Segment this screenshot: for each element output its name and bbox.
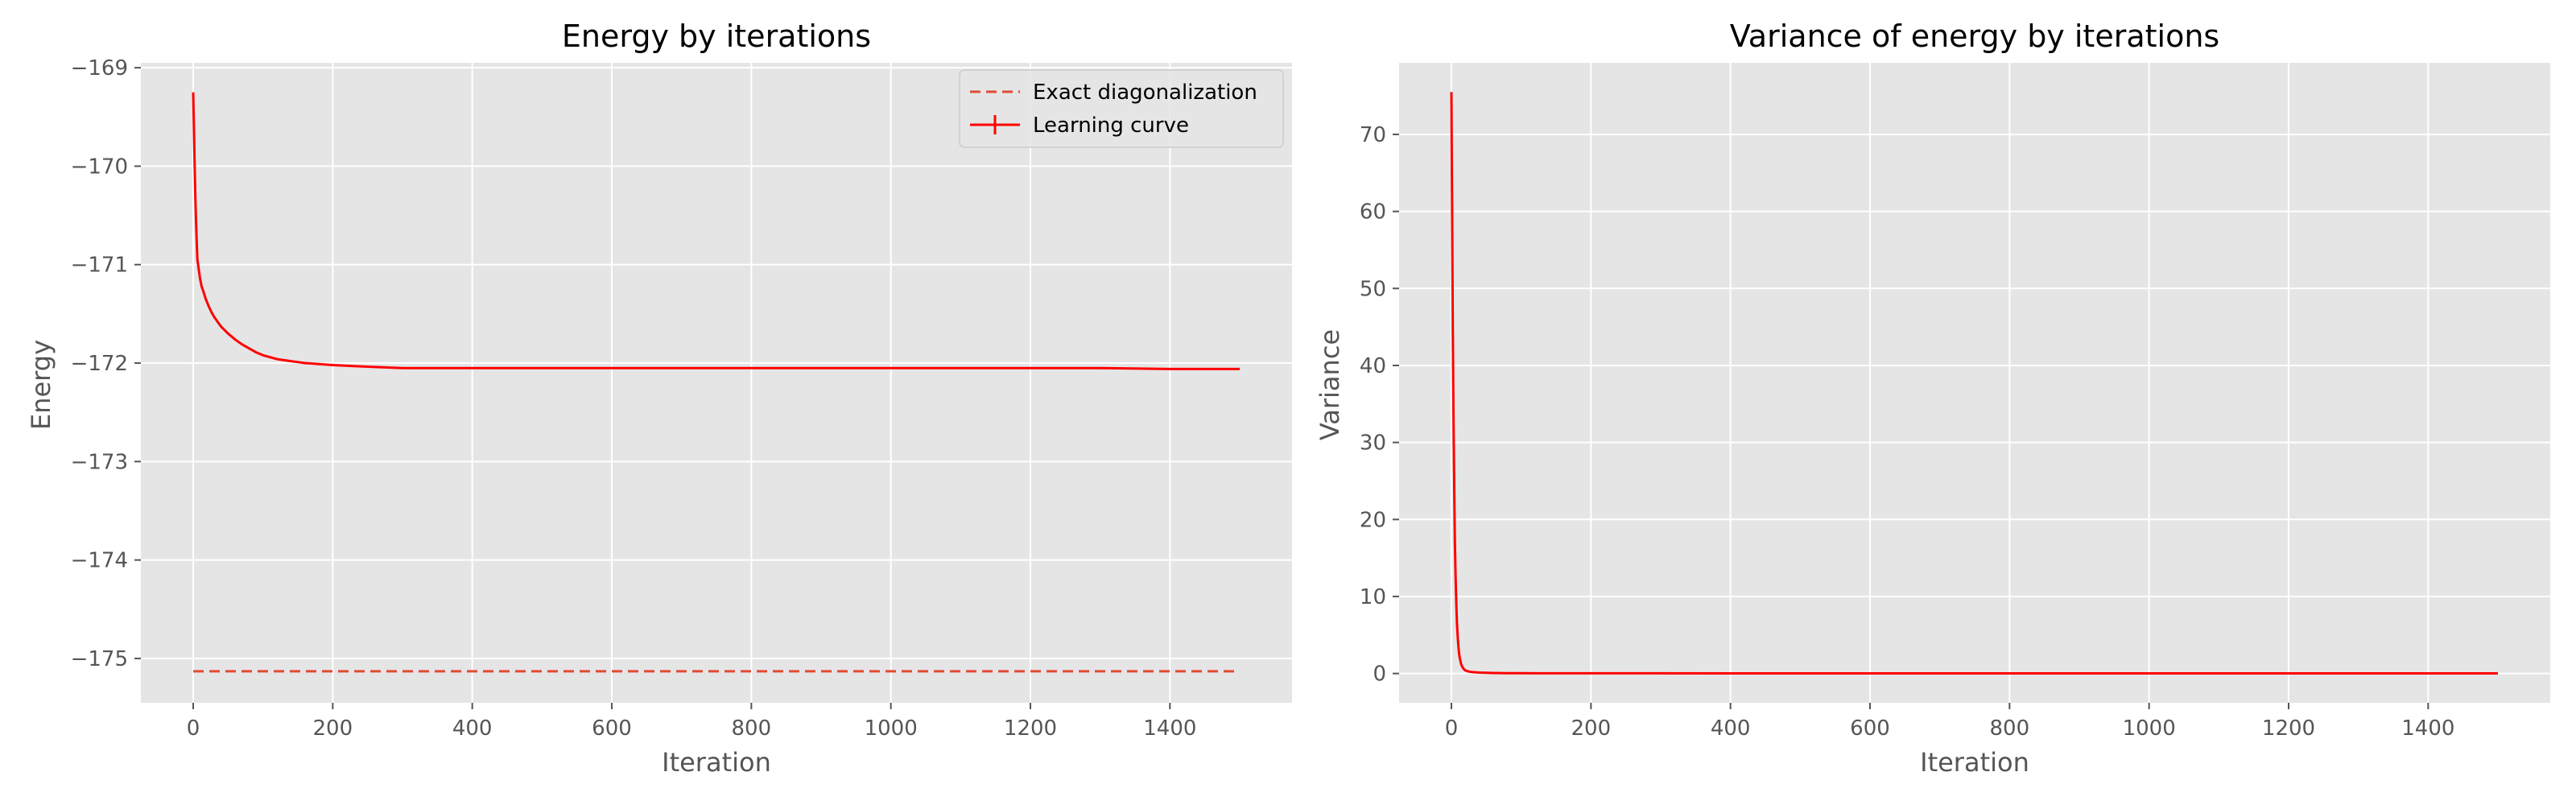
x-tick-label: 1400 [2401, 716, 2454, 741]
legend-box [959, 69, 1284, 148]
y-tick-label: −170 [71, 155, 128, 179]
y-tick-label: −169 [71, 56, 128, 80]
energy-legend: Exact diagonalization Learning curve [959, 69, 1284, 148]
x-tick-label: 400 [452, 716, 493, 741]
y-tick-label: 40 [1360, 354, 1386, 378]
variance-y-ticks: 0 10 20 30 40 50 60 70 [1360, 123, 1399, 687]
x-tick-label: 200 [1571, 716, 1612, 741]
energy-chart-title: Energy by iterations [562, 19, 871, 54]
y-tick-label: 10 [1360, 585, 1386, 609]
energy-chart-panel: Energy by iterations 0 200 400 600 800 1000 12… [26, 19, 1292, 778]
variance-line [1450, 92, 2498, 675]
x-tick-label: 1400 [1143, 716, 1196, 741]
energy-y-axis-label: Energy [26, 340, 56, 430]
x-tick-label: 800 [732, 716, 772, 741]
variance-chart-panel: Variance of energy by iterations 0 200 400… [1315, 19, 2550, 778]
energy-x-ticks: 0 200 400 600 800 1000 1200 1400 [187, 703, 1196, 741]
variance-gridlines [1399, 63, 2550, 703]
y-tick-label: 50 [1360, 277, 1386, 301]
x-tick-label: 800 [1990, 716, 2030, 741]
x-tick-label: 1000 [865, 716, 918, 741]
variance-series [1450, 92, 2498, 675]
y-tick-label: −174 [71, 549, 128, 573]
y-tick-label: 0 [1373, 663, 1386, 687]
variance-plot-area [1399, 63, 2550, 703]
energy-series [192, 92, 1240, 673]
x-tick-label: 1200 [2262, 716, 2315, 741]
legend-label-exact-diagonalization: Exact diagonalization [1033, 80, 1257, 105]
y-tick-label: 30 [1360, 431, 1386, 456]
energy-gridlines [141, 63, 1292, 703]
legend-label-learning-curve: Learning curve [1033, 114, 1189, 138]
x-tick-label: 1000 [2123, 716, 2176, 741]
y-tick-label: −175 [71, 647, 128, 671]
learning-curve-line [192, 92, 1240, 370]
variance-x-axis-label: Iteration [1920, 747, 2029, 778]
x-tick-label: 0 [187, 716, 200, 741]
variance-y-axis-label: Variance [1315, 329, 1345, 440]
energy-y-ticks: −175 −174 −173 −172 −171 −170 −169 [71, 56, 141, 671]
y-tick-label: −172 [71, 352, 128, 376]
x-tick-label: 200 [313, 716, 353, 741]
x-tick-label: 0 [1445, 716, 1459, 741]
variance-chart-title: Variance of energy by iterations [1730, 19, 2219, 54]
y-tick-label: −171 [71, 254, 128, 278]
energy-x-axis-label: Iteration [662, 747, 771, 778]
y-tick-label: −173 [71, 450, 128, 474]
y-tick-label: 70 [1360, 123, 1386, 147]
x-tick-label: 1200 [1004, 716, 1057, 741]
x-tick-label: 600 [1850, 716, 1890, 741]
variance-x-ticks: 0 200 400 600 800 1000 1200 1400 [1445, 703, 2454, 741]
y-tick-label: 20 [1360, 508, 1386, 532]
energy-plot-area [141, 63, 1292, 703]
x-tick-label: 400 [1711, 716, 1751, 741]
y-tick-label: 60 [1360, 200, 1386, 225]
x-tick-label: 600 [592, 716, 632, 741]
